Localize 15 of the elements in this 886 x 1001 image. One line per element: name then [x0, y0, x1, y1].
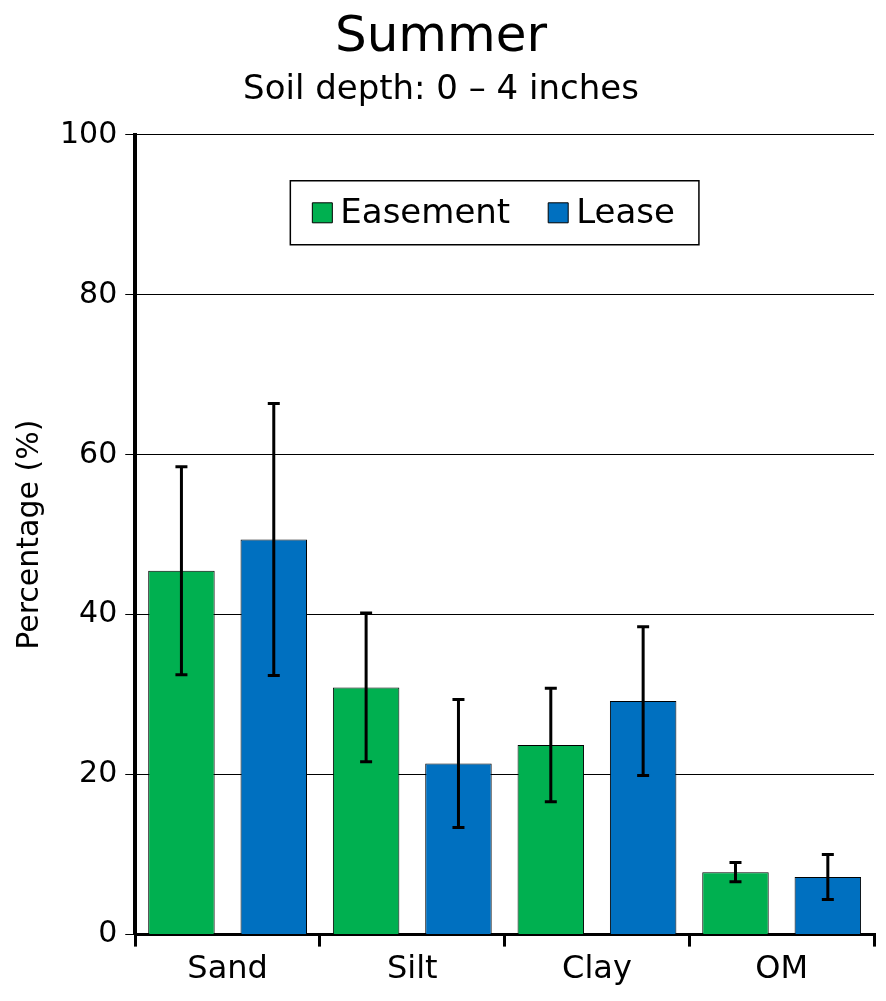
legend-label: Easement [340, 190, 511, 231]
x-tick-label: OM [755, 948, 809, 987]
x-tick-label: Sand [187, 948, 268, 987]
chart-title: Summer [334, 4, 548, 63]
y-tick-label: 0 [98, 914, 118, 950]
y-axis-title: Percentage (%) [9, 419, 45, 650]
y-tick-label: 60 [79, 434, 118, 470]
y-tick-label: 100 [60, 114, 118, 150]
legend-label: Lease [576, 190, 675, 231]
y-tick-label: 80 [79, 274, 118, 310]
x-tick-label: Clay [562, 948, 632, 987]
x-tick-label: Silt [386, 948, 438, 987]
y-tick-label: 40 [79, 594, 118, 630]
chart-subtitle: Soil depth: 0 – 4 inches [243, 67, 639, 108]
y-tick-label: 20 [79, 754, 118, 790]
